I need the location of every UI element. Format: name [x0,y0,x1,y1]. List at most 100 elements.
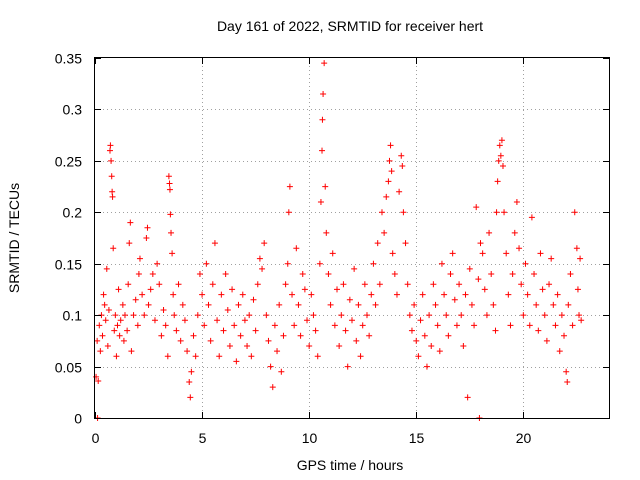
y-tick-label: 0.15 [55,257,82,273]
data-point [101,301,108,308]
data-point [126,240,133,247]
data-point [297,332,304,339]
data-point [430,281,437,288]
data-point [237,332,244,339]
data-point [552,322,559,329]
data-point [393,291,400,298]
data-point [385,178,392,185]
data-point [460,343,467,349]
data-point [165,173,172,180]
data-point [406,312,413,319]
data-point [492,327,499,334]
data-point [456,281,463,288]
data-point [451,296,458,303]
data-point [108,157,115,164]
data-point [319,116,326,123]
data-point [127,219,134,226]
data-point [286,183,293,190]
data-point [299,271,306,277]
data-point [132,296,139,303]
data-point [387,142,394,149]
data-point [490,301,497,308]
data-point [578,317,585,324]
data-point [417,317,424,324]
data-point [344,363,351,370]
data-point [577,255,584,262]
data-point [573,245,580,252]
data-point [250,296,257,303]
plot-frame [94,57,610,419]
data-point [346,296,353,303]
data-point [114,322,121,329]
data-point [359,322,366,329]
data-point [342,327,349,334]
data-point [336,343,343,349]
data-point [498,137,505,144]
data-point [181,317,188,324]
data-point [261,240,268,247]
data-point [531,271,538,277]
data-point [516,245,523,252]
data-point [128,348,135,355]
data-point [374,240,381,247]
tick-labels: 0 5 10 15 20 0 0.05 0.1 0.15 0.2 0.25 0.3 0.35 [55,51,532,447]
data-point [115,286,122,293]
data-point [179,301,186,308]
data-point [263,312,270,319]
data-point [408,327,415,334]
y-tick-label: 0.25 [55,154,82,170]
data-point [252,327,259,334]
data-point [239,291,246,298]
data-point [353,337,360,344]
data-point [233,358,240,365]
data-point [432,301,439,308]
data-point [421,332,428,339]
data-point [441,291,448,298]
data-point [214,317,221,324]
data-point [106,147,113,154]
data-point [372,301,379,308]
data-point [95,377,102,384]
data-point [271,322,278,329]
data-point [201,322,208,329]
data-point [109,188,116,195]
data-point [368,291,375,298]
data-point [511,229,518,236]
data-point [503,250,510,257]
data-point [569,322,576,329]
data-point [509,271,516,277]
data-point [110,245,117,252]
data-point [248,353,255,360]
data-point [563,368,570,375]
data-point [533,301,540,308]
data-point [141,312,148,319]
data-point [548,255,555,262]
data-point [267,363,274,370]
data-point [396,188,403,195]
data-point [338,312,345,319]
data-point [561,332,568,339]
data-point [522,260,529,267]
data-point [166,180,173,187]
data-point [331,322,338,329]
data-point [501,209,508,216]
data-point [108,173,115,180]
data-point [231,322,238,329]
data-point [105,307,112,313]
data-point [162,322,169,329]
data-point [493,209,500,216]
data-point [99,332,106,339]
data-point [528,214,535,221]
x-tick-label: 5 [199,430,207,446]
data-point [188,368,195,375]
data-point [317,199,324,205]
data-point [282,281,289,288]
data-point [466,265,473,272]
data-point [322,183,329,190]
data-point [119,301,126,308]
data-point [169,250,176,257]
data-point [285,209,292,216]
x-axis-label: GPS time / hours [297,457,404,473]
data-point [103,265,110,272]
data-point [319,147,326,154]
